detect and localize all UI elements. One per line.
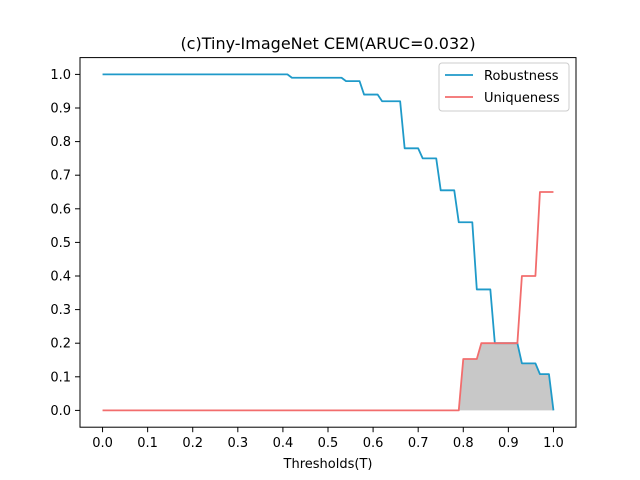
y-axis: 0.0 0.1 0.2 0.3 0.4 0.5 0.6 0.7 0.8 0.9 1.0 bbox=[50, 68, 80, 419]
y-tick-label: 0.1 bbox=[50, 370, 71, 385]
chart-title: (c)Tiny-ImageNet CEM(ARUC=0.032) bbox=[180, 34, 475, 53]
legend-uniqueness-label: Uniqueness bbox=[484, 91, 560, 106]
x-tick-label: 0.6 bbox=[363, 436, 384, 451]
x-tick-label: 0.4 bbox=[273, 436, 294, 451]
y-tick-label: 0.0 bbox=[50, 404, 71, 419]
x-tick-label: 1.0 bbox=[543, 436, 564, 451]
x-tick-label: 0.9 bbox=[498, 436, 519, 451]
x-tick-label: 0.8 bbox=[453, 436, 474, 451]
y-tick-label: 0.3 bbox=[50, 303, 71, 318]
x-tick-label: 0.3 bbox=[227, 436, 248, 451]
x-tick-label: 0.2 bbox=[182, 436, 203, 451]
y-tick-label: 0.9 bbox=[50, 102, 71, 117]
x-axis-label: Thresholds(T) bbox=[283, 457, 373, 472]
fill-between-polygon bbox=[102, 343, 554, 411]
x-tick-label: 0.0 bbox=[92, 436, 113, 451]
y-tick-label: 0.7 bbox=[50, 169, 71, 184]
y-tick-label: 0.6 bbox=[50, 202, 71, 217]
series-line-robustness bbox=[102, 73, 555, 411]
fill-between-area bbox=[102, 343, 554, 411]
y-tick-label: 0.4 bbox=[50, 270, 71, 285]
y-tick-label: 1.0 bbox=[50, 68, 71, 83]
x-tick-label: 0.7 bbox=[408, 436, 429, 451]
series-line-uniqueness bbox=[102, 191, 554, 412]
y-tick-label: 0.2 bbox=[50, 337, 71, 352]
legend-robustness-label: Robustness bbox=[484, 69, 559, 84]
series-layer bbox=[102, 73, 555, 412]
y-tick-label: 0.5 bbox=[50, 236, 71, 251]
x-axis: 0.0 0.1 0.2 0.3 0.4 0.5 0.6 0.7 0.8 0.9 1.0 bbox=[92, 427, 564, 451]
x-tick-label: 0.1 bbox=[137, 436, 158, 451]
legend: Robustness Uniqueness bbox=[438, 62, 570, 112]
y-tick-label: 0.8 bbox=[50, 135, 71, 150]
x-tick-label: 0.5 bbox=[318, 436, 339, 451]
